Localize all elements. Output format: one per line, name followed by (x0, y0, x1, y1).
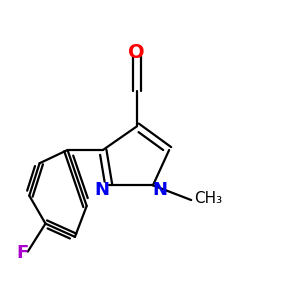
Text: N: N (152, 181, 167, 199)
Text: CH₃: CH₃ (194, 191, 222, 206)
Text: F: F (16, 244, 28, 262)
Text: N: N (94, 181, 109, 199)
Text: O: O (128, 43, 145, 62)
